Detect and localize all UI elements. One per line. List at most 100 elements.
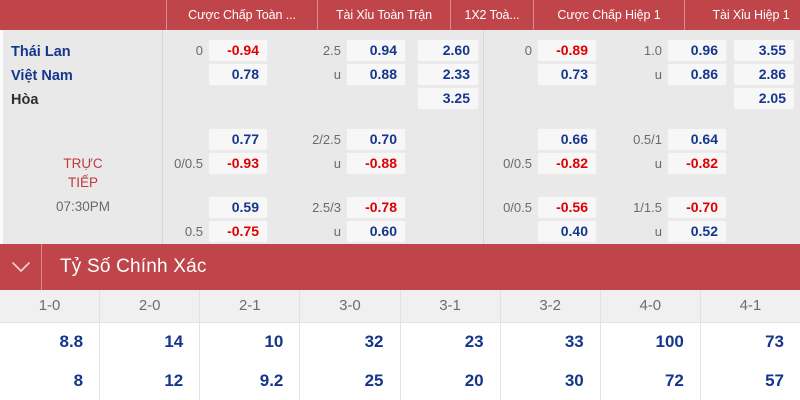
correct-score-odds[interactable]: 8 bbox=[73, 370, 84, 390]
odds-button[interactable]: 0.40 bbox=[537, 219, 597, 243]
odds-row: u 0.52 bbox=[628, 219, 727, 243]
odds-button[interactable]: 0.70 bbox=[346, 127, 406, 151]
correct-score-odds[interactable]: 30 bbox=[564, 370, 584, 390]
odds-row bbox=[169, 86, 268, 110]
market-header-bar: Cược Chấp Toàn ... Tài Xỉu Toàn Trận 1X2… bbox=[0, 0, 800, 30]
odds-button[interactable]: 3.55 bbox=[733, 38, 795, 62]
odds-row: 0 -0.89 bbox=[498, 38, 597, 62]
correct-score-odds[interactable]: 33 bbox=[564, 332, 584, 352]
odds-button[interactable]: 0.73 bbox=[537, 62, 597, 86]
correct-score-odds[interactable]: 25 bbox=[364, 370, 384, 390]
odds-button[interactable]: 0.88 bbox=[346, 62, 406, 86]
odds-button[interactable]: 2.86 bbox=[733, 62, 795, 86]
correct-score-odds[interactable]: 12 bbox=[164, 370, 184, 390]
col-handicap-half-b0: 0 -0.89 0.73 bbox=[498, 38, 597, 110]
odds-row: 2.05 bbox=[733, 86, 795, 110]
correct-score-odds[interactable]: 8.8 bbox=[59, 332, 84, 352]
correct-score-column: 3-2 33 30 bbox=[500, 290, 601, 400]
correct-score-label: 2-0 bbox=[100, 290, 200, 323]
odds-button[interactable]: 0.60 bbox=[346, 219, 406, 243]
odds-button[interactable]: 0.78 bbox=[208, 62, 268, 86]
correct-score-odds[interactable]: 23 bbox=[464, 332, 484, 352]
col-1x2-full-b0: 2.60 2.33 3.25 bbox=[417, 38, 479, 110]
odds-row bbox=[417, 219, 479, 243]
odds-button[interactable]: -0.88 bbox=[346, 151, 406, 175]
odds-button[interactable]: 2.05 bbox=[733, 86, 795, 110]
handicap-value: 2.5 bbox=[322, 42, 341, 58]
header-1x2-full-match[interactable]: 1X2 Toà... bbox=[450, 0, 533, 30]
odds-button[interactable]: 0.77 bbox=[208, 127, 268, 151]
odds-row: 3.55 bbox=[733, 38, 795, 62]
odds-row bbox=[307, 86, 406, 110]
odds-button[interactable]: -0.75 bbox=[208, 219, 268, 243]
odds-row: 0.5/1 0.64 bbox=[628, 127, 727, 151]
odds-button[interactable]: -0.70 bbox=[667, 195, 727, 219]
odds-button[interactable]: 0.66 bbox=[537, 127, 597, 151]
handicap-value: 0.5/1 bbox=[633, 131, 662, 147]
col-1x2-half-b0: 3.55 2.86 2.05 bbox=[733, 38, 795, 110]
col-1x2-half-b1 bbox=[733, 127, 795, 175]
odds-row bbox=[733, 127, 795, 151]
correct-score-odds[interactable]: 32 bbox=[364, 332, 384, 352]
handicap-value: 2.5/3 bbox=[312, 199, 341, 215]
correct-score-odds[interactable]: 100 bbox=[655, 332, 684, 352]
col-1x2-full-b1 bbox=[417, 127, 479, 175]
correct-score-odds[interactable]: 10 bbox=[264, 332, 284, 352]
odds-button[interactable]: 0.64 bbox=[667, 127, 727, 151]
odds-row: u 0.86 bbox=[628, 62, 727, 86]
correct-score-odds[interactable]: 14 bbox=[164, 332, 184, 352]
odds-row bbox=[417, 151, 479, 175]
header-handicap-full-match[interactable]: Cược Chấp Toàn ... bbox=[166, 0, 317, 30]
odds-body: Thái Lan Việt Nam Hòa TRỰC TIẾP 07:30PM … bbox=[0, 30, 800, 244]
odds-button[interactable]: 0.86 bbox=[667, 62, 727, 86]
odds-button[interactable]: -0.93 bbox=[208, 151, 268, 175]
odds-row: 2.5 0.94 bbox=[307, 38, 406, 62]
odds-button[interactable]: -0.82 bbox=[667, 151, 727, 175]
team-home: Thái Lan bbox=[11, 44, 71, 60]
odds-row: u 0.88 bbox=[307, 62, 406, 86]
odds-row bbox=[628, 86, 727, 110]
header-handicap-first-half[interactable]: Cược Chấp Hiệp 1 bbox=[533, 0, 684, 30]
odds-button[interactable]: 2.33 bbox=[417, 62, 479, 86]
odds-button[interactable]: -0.82 bbox=[537, 151, 597, 175]
odds-button[interactable]: -0.56 bbox=[537, 195, 597, 219]
odds-button[interactable]: 0.96 bbox=[667, 38, 727, 62]
chevron-down-icon[interactable] bbox=[0, 244, 42, 290]
live-label-line1: TRỰC bbox=[63, 156, 103, 171]
header-spacer bbox=[0, 0, 166, 30]
correct-score-odds[interactable]: 73 bbox=[765, 332, 784, 352]
header-over-under-full-match[interactable]: Tài Xỉu Toàn Trận bbox=[317, 0, 450, 30]
odds-row: 0.59 bbox=[169, 195, 268, 219]
header-label: Cược Chấp Toàn ... bbox=[188, 8, 296, 22]
live-status: TRỰC TIẾP 07:30PM bbox=[3, 154, 163, 218]
correct-score-odds[interactable]: 20 bbox=[464, 370, 484, 390]
odds-row: u 0.60 bbox=[307, 219, 406, 243]
col-handicap-half-b1: 0.66 0/0.5 -0.82 bbox=[498, 127, 597, 175]
team-away: Việt Nam bbox=[11, 68, 73, 84]
col-overunder-full-b1: 2/2.5 0.70 u -0.88 bbox=[307, 127, 406, 175]
live-label-line2: TIẾP bbox=[67, 175, 98, 190]
odds-row: 2.60 bbox=[417, 38, 479, 62]
odds-button[interactable]: -0.94 bbox=[208, 38, 268, 62]
correct-score-header[interactable]: Tỷ Số Chính Xác bbox=[0, 244, 800, 290]
correct-score-odds[interactable]: 57 bbox=[765, 370, 784, 390]
odds-row: 1.0 0.96 bbox=[628, 38, 727, 62]
odds-button[interactable]: -0.78 bbox=[346, 195, 406, 219]
odds-button[interactable]: 3.25 bbox=[417, 86, 479, 110]
handicap-value: u bbox=[333, 223, 341, 239]
col-overunder-half-b2: 1/1.5 -0.70 u 0.52 bbox=[628, 195, 727, 243]
handicap-value: 0/0.5 bbox=[174, 155, 203, 171]
header-over-under-first-half[interactable]: Tài Xỉu Hiệp 1 bbox=[684, 0, 800, 30]
odds-button[interactable]: 0.94 bbox=[346, 38, 406, 62]
odds-button[interactable]: 2.60 bbox=[417, 38, 479, 62]
odds-button[interactable]: 0.52 bbox=[667, 219, 727, 243]
col-overunder-full-b0: 2.5 0.94 u 0.88 bbox=[307, 38, 406, 110]
correct-score-column: 3-0 32 25 bbox=[300, 290, 401, 400]
team-draw: Hòa bbox=[11, 92, 39, 108]
odds-button[interactable]: 0.59 bbox=[208, 195, 268, 219]
odds-button[interactable]: -0.89 bbox=[537, 38, 597, 62]
odds-row bbox=[733, 151, 795, 175]
correct-score-odds[interactable]: 72 bbox=[664, 370, 684, 390]
correct-score-odds[interactable]: 9.2 bbox=[259, 370, 284, 390]
col-1x2-half-b2 bbox=[733, 195, 795, 243]
